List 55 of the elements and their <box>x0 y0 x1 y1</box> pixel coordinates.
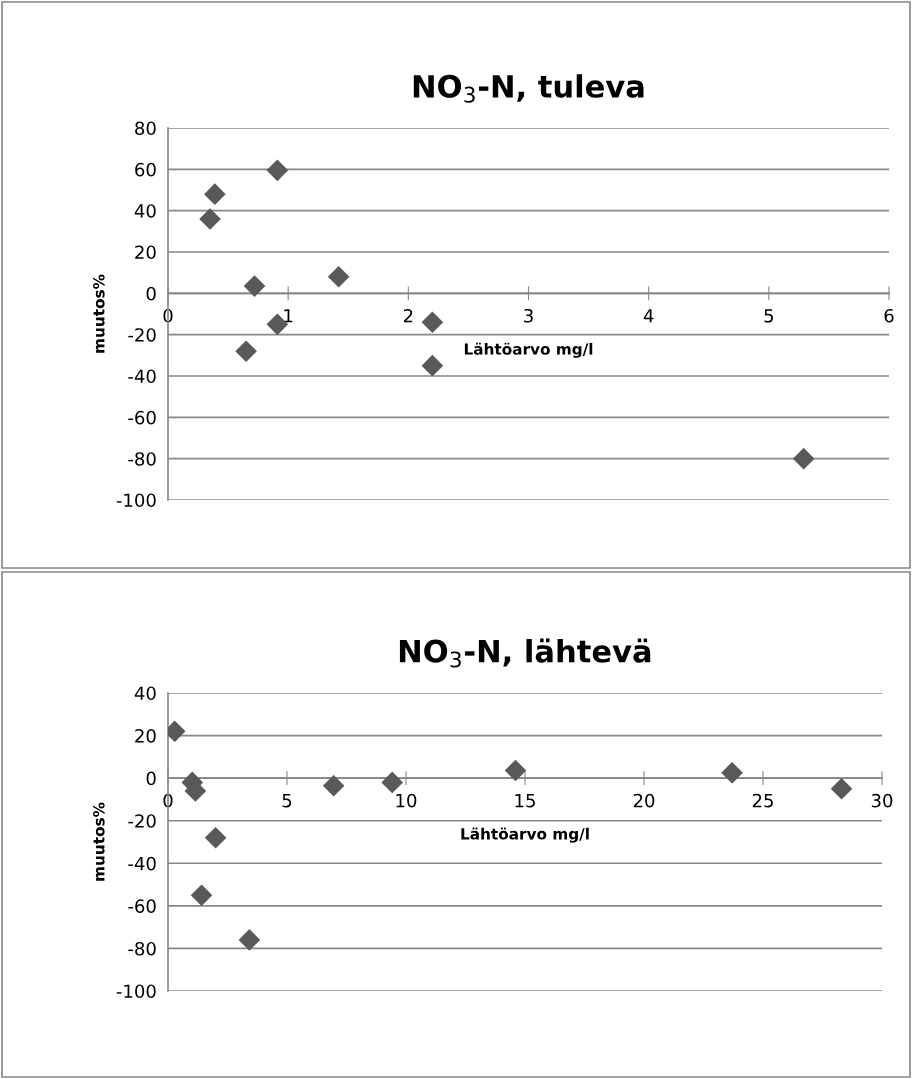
point <box>328 266 350 288</box>
x-tick-label: 6 <box>884 308 894 323</box>
y-tick-label: -80 <box>128 452 156 466</box>
x-tick-label: 1 <box>284 309 293 323</box>
point <box>235 340 257 362</box>
y-tick-label: 60 <box>135 162 156 177</box>
point <box>421 355 443 377</box>
y-tick-label: -40 <box>128 856 156 871</box>
point <box>238 929 260 951</box>
y-tick-label: 80 <box>135 121 156 136</box>
point <box>421 311 443 333</box>
chart-title: NO$_{3}$-N, tuleva <box>413 74 644 103</box>
y-tick-label: -60 <box>128 410 156 425</box>
x-tick-label: 2 <box>403 308 413 323</box>
point <box>191 884 213 906</box>
x-tick-label: 20 <box>633 793 655 808</box>
x-tick-label: 5 <box>282 793 292 808</box>
chart-title: NO$_{3}$-N, lähtevä <box>399 638 651 668</box>
point <box>721 762 743 784</box>
y-tick-label: 0 <box>146 771 156 786</box>
point <box>244 275 266 297</box>
x-axis-title: Lähtöarvo mg/l <box>464 342 593 358</box>
y-tick-label: -60 <box>128 899 156 913</box>
x-tick-label: 25 <box>752 793 773 808</box>
y-tick-label: 0 <box>146 286 156 301</box>
y-tick-label: -100 <box>116 984 156 999</box>
point <box>204 183 226 205</box>
y-axis-title: muutos% <box>93 274 105 353</box>
y-tick-label: -80 <box>128 941 156 956</box>
x-tick-label: 0 <box>163 308 173 323</box>
point <box>205 827 227 849</box>
x-tick-label: 15 <box>515 793 535 808</box>
y-tick-label: 40 <box>134 686 156 701</box>
point <box>831 778 853 800</box>
x-tick-label: 5 <box>764 309 773 323</box>
x-tick-label: 10 <box>396 793 417 808</box>
x-tick-label: 3 <box>524 308 533 323</box>
point <box>504 759 526 781</box>
x-tick-label: 0 <box>163 793 173 808</box>
y-axis-title: muutos% <box>93 802 105 881</box>
y-tick-label: 20 <box>135 729 156 743</box>
point <box>199 208 221 230</box>
point <box>323 775 345 797</box>
y-tick-label: 20 <box>135 245 156 260</box>
y-tick-label: -40 <box>128 369 156 384</box>
x-tick-label: 30 <box>871 793 893 808</box>
y-tick-label: -100 <box>116 493 156 508</box>
x-tick-label: 4 <box>643 309 654 323</box>
point <box>266 159 288 181</box>
y-tick-label: -20 <box>128 814 156 828</box>
y-tick-label: -20 <box>128 328 156 342</box>
point <box>793 448 815 470</box>
x-axis-title: Lähtöarvo mg/l <box>461 827 589 843</box>
point <box>381 771 403 793</box>
y-tick-label: 40 <box>134 204 156 218</box>
